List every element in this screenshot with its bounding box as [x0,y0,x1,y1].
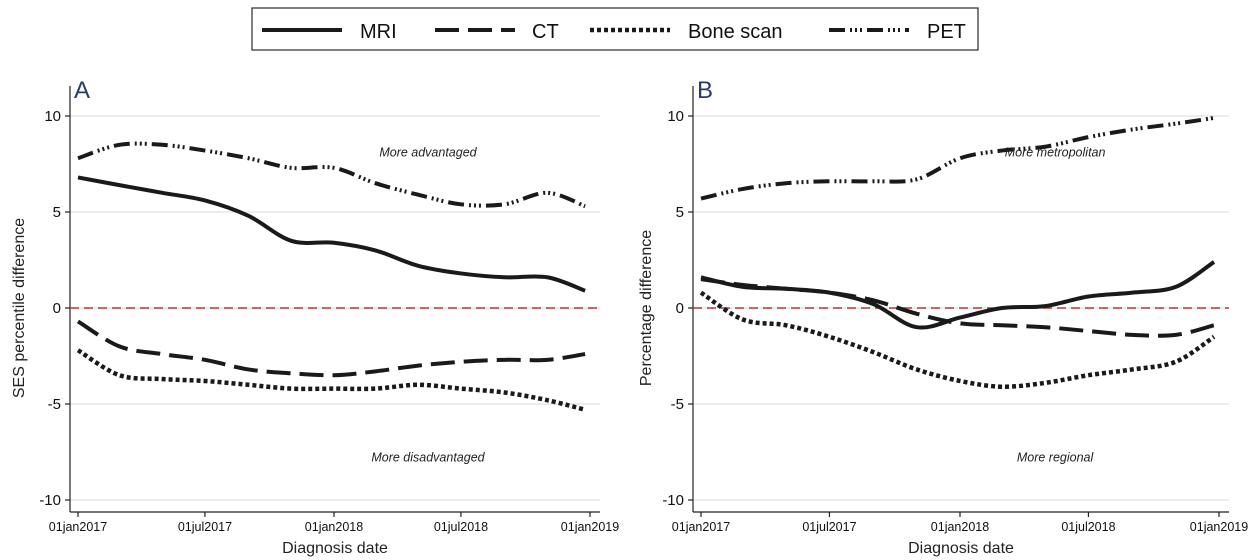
legend-label-ct: CT [532,21,559,43]
annotation: More advantaged [379,145,477,159]
annotation: More regional [1017,451,1095,465]
panel-letter: B [697,77,713,104]
annotation: More disadvantaged [371,451,485,465]
x-tick-label: 01jan2018 [931,520,989,534]
series-line-bone-scan [76,348,586,412]
series-line-bone-scan [699,290,1216,389]
series-line-pet [700,115,1215,201]
y-tick-label: 5 [53,204,61,221]
x-tick-label: 01jan2018 [305,520,363,534]
series-line-ct [700,277,1215,338]
x-axis-title: Diagnosis date [282,540,388,557]
y-tick-label: -10 [662,492,684,509]
y-tick-label: 0 [676,300,684,317]
series-line-mri [700,260,1216,330]
x-tick-label: 01jan2017 [49,520,107,534]
x-tick-label: 01jan2019 [1190,520,1248,534]
y-tick-label: 5 [676,204,684,221]
y-axis-title: SES percentile difference [11,218,28,398]
panel-a: A 10 5 0 -5 -10 01jan2017 01jul2017 01jan2018 01j… [11,77,619,557]
y-axis-title: Percentage difference [638,230,655,386]
y-tick-label: -5 [671,396,684,413]
series-line-pet [77,141,586,209]
legend-label-pet: PET [927,21,966,43]
x-tick-label: 01jul2017 [802,520,856,534]
series-line-ct [76,319,586,378]
x-tick-label: 01jan2017 [672,520,730,534]
panel-letter: A [74,77,90,104]
legend: MRI CT Bone scan PET [251,7,979,51]
legend-label-mri: MRI [360,21,397,43]
x-tick-label: 01jul2017 [178,520,232,534]
y-tick-label: 10 [44,108,61,125]
panel-b: B 10 5 0 -5 -10 01jan2017 01jul2017 01jan2018 01j… [638,77,1248,557]
x-tick-label: 01jul2018 [434,520,488,534]
x-tick-label: 01jan2019 [561,520,619,534]
y-tick-label: 10 [667,108,684,125]
y-tick-label: -5 [48,396,61,413]
legend-label-bone-scan: Bone scan [688,21,783,43]
y-tick-label: 0 [53,300,61,317]
y-tick-label: -10 [39,492,61,509]
series-line-mri [77,175,586,293]
x-tick-label: 01jul2018 [1061,520,1115,534]
x-axis-title: Diagnosis date [908,540,1014,557]
